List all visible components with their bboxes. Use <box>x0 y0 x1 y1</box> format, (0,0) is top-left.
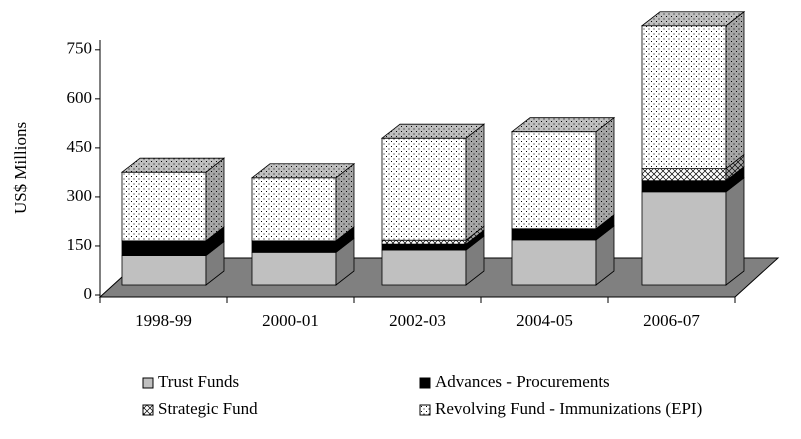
y-tick-label: 600 <box>67 88 93 107</box>
bar-side-shade <box>726 11 744 169</box>
bar-segment <box>381 249 467 286</box>
bar-side-shade <box>466 236 484 285</box>
legend-label: Revolving Fund - Immunizations (EPI) <box>435 399 702 418</box>
bar-top-shade <box>512 117 614 132</box>
bar-segment <box>121 171 207 242</box>
bar-side-shade <box>726 177 744 285</box>
bar-segment <box>511 239 597 286</box>
bar-segment <box>511 228 597 241</box>
bar-side-shade <box>336 226 354 253</box>
bar-side-shade <box>466 230 484 251</box>
bar-segment <box>251 240 337 253</box>
legend-swatch <box>142 404 154 416</box>
bar-segment <box>641 180 727 193</box>
y-tick-label: 300 <box>67 186 93 205</box>
bar-top-shade <box>642 11 744 26</box>
legend-swatch <box>419 377 431 389</box>
bar-side-shade <box>336 238 354 285</box>
x-tick-label: 2006-07 <box>643 311 700 330</box>
bar-top <box>380 123 486 139</box>
bar-side-shade <box>596 214 614 240</box>
x-tick-label: 2000-01 <box>262 311 319 330</box>
bar-segment <box>121 255 207 286</box>
bar-segment <box>381 137 467 241</box>
bar-segment <box>381 243 467 251</box>
legend-label: Strategic Fund <box>158 399 258 418</box>
legend-swatch <box>419 404 431 416</box>
bar-segment <box>251 177 337 242</box>
bar-side-shade <box>336 163 354 241</box>
bar-segment <box>641 191 727 286</box>
bar-top <box>250 163 356 179</box>
bar-side-shade <box>206 158 224 241</box>
y-tick-label: 450 <box>67 137 93 156</box>
bar-segment <box>641 168 727 182</box>
bar-top-shade <box>252 163 354 178</box>
legend-label: Trust Funds <box>158 372 239 391</box>
bar-top-shade <box>122 158 224 173</box>
bar-segment <box>381 239 467 245</box>
bar-side-shade <box>466 124 484 241</box>
y-axis-label: US$ Millions <box>11 122 30 214</box>
bar-segment <box>641 25 727 170</box>
x-tick-label: 2004-05 <box>516 311 573 330</box>
legend-label: Advances - Procurements <box>435 372 610 391</box>
legend-swatch <box>142 377 154 389</box>
bar-side-shade <box>726 166 744 192</box>
bar-side-shade <box>206 226 224 256</box>
bar-side-shade <box>596 117 614 229</box>
y-tick-label: 0 <box>84 284 93 303</box>
x-tick-label: 1998-99 <box>135 311 192 330</box>
bar-segment <box>511 131 597 230</box>
bar-segment <box>251 251 337 286</box>
x-tick-label: 2002-03 <box>389 311 446 330</box>
bar-top <box>510 117 616 133</box>
bar-top-shade <box>382 124 484 139</box>
bar-top <box>640 11 746 27</box>
y-tick-label: 750 <box>67 39 93 58</box>
bar-side-shade <box>596 225 614 285</box>
bar-side-shade <box>466 226 484 245</box>
y-tick-label: 150 <box>67 235 93 254</box>
bar-side-shade <box>726 154 744 181</box>
bar-segment <box>121 240 207 256</box>
bar-top <box>120 157 226 173</box>
